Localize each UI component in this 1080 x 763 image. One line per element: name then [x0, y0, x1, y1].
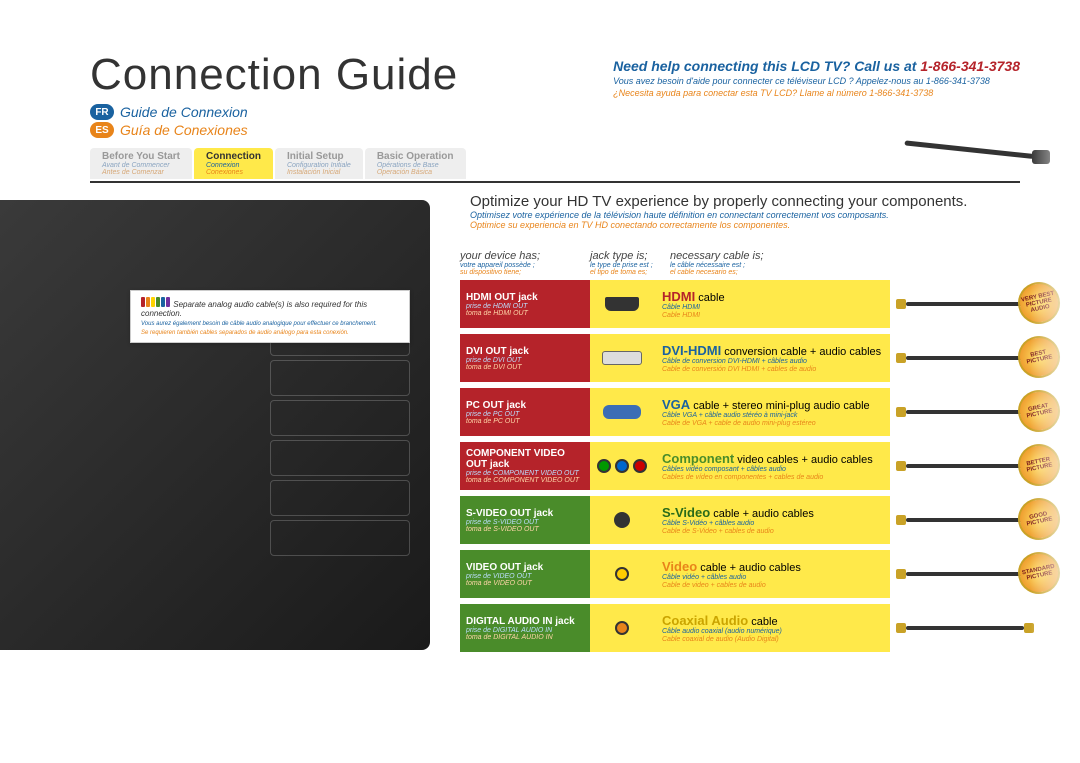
tab-before-you-start[interactable]: Before You StartAvant de CommencerAntes …: [90, 148, 192, 179]
fr-badge: FR: [90, 104, 114, 120]
connection-row: PC OUT jackprise de PC OUTtoma de PC OUT…: [460, 388, 1040, 436]
note-fr: Vous aurez également besoin de câble aud…: [141, 321, 377, 327]
cable-label: DVI-HDMI conversion cable + audio cables…: [654, 334, 890, 382]
connection-grid: your device has; votre appareil possède …: [460, 250, 1040, 658]
cable-label: VGA cable + stereo mini-plug audio cable…: [654, 388, 890, 436]
page-title: Connection Guide: [90, 50, 458, 100]
cable-image: [890, 604, 1040, 652]
divider: [90, 181, 1020, 183]
title-block: Connection Guide FR Guide de Connexion E…: [90, 50, 458, 140]
note-es: Se requieren también cables separados de…: [141, 330, 349, 336]
jack-label: DVI OUT jackprise de DVI OUTtoma de DVI …: [460, 334, 590, 382]
cable-label: S-Video cable + audio cablesCâble S-Vidé…: [654, 496, 890, 544]
jack-icon: [590, 496, 654, 544]
jack-icon: [590, 388, 654, 436]
jack-icon: [590, 604, 654, 652]
tv-illustration: [0, 200, 430, 650]
tab-basic-operation[interactable]: Basic OperationOpérations de BaseOperaci…: [365, 148, 466, 179]
cable-illustration: [890, 130, 1050, 180]
col1-es: su dispositivo tiene;: [460, 269, 590, 276]
col3-en: necessary cable is;: [670, 250, 764, 262]
connection-row: VIDEO OUT jackprise de VIDEO OUTtoma de …: [460, 550, 1040, 598]
col1-fr: votre appareil possède ;: [460, 262, 590, 269]
cable-label: Coaxial Audio cableCâble audio coaxial (…: [654, 604, 890, 652]
tab-initial-setup[interactable]: Initial SetupConfiguration InitialeInsta…: [275, 148, 363, 179]
help-fr: Vous avez besoin d'aide pour connecter c…: [613, 76, 1020, 86]
cable-label: Video cable + audio cablesCâble vidéo + …: [654, 550, 890, 598]
cable-label: Component video cables + audio cablesCâb…: [654, 442, 890, 490]
intro-main: Optimize your HD TV experience by proper…: [470, 193, 1020, 210]
jack-icon: [590, 550, 654, 598]
tabs: Before You StartAvant de CommencerAntes …: [90, 148, 1020, 179]
note-box: Separate analog audio cable(s) is also r…: [130, 290, 410, 343]
jack-label: PC OUT jackprise de PC OUTtoma de PC OUT: [460, 388, 590, 436]
jack-icon: [590, 280, 654, 328]
connection-row: HDMI OUT jackprise de HDMI OUTtoma de HD…: [460, 280, 1040, 328]
jack-icon: [590, 334, 654, 382]
help-es: ¿Necesita ayuda para conectar esta TV LC…: [613, 88, 1020, 98]
tab-connection[interactable]: ConnectionConnexionConexiones: [194, 148, 273, 179]
subtitle-es: Guía de Conexiones: [120, 122, 248, 138]
col1-en: your device has;: [460, 250, 540, 262]
help-block: Need help connecting this LCD TV? Call u…: [613, 58, 1020, 100]
connection-row: DVI OUT jackprise de DVI OUTtoma de DVI …: [460, 334, 1040, 382]
jack-label: DIGITAL AUDIO IN jackprise de DIGITAL AU…: [460, 604, 590, 652]
intro-es: Optimice su experiencia en TV HD conecta…: [470, 220, 1020, 230]
connection-row: COMPONENT VIDEO OUT jackprise de COMPONE…: [460, 442, 1040, 490]
subtitle-fr: Guide de Connexion: [120, 104, 248, 120]
jack-icon: [590, 442, 654, 490]
intro-fr: Optimisez votre expérience de la télévis…: [470, 210, 1020, 220]
col2-fr: le type de prise est ;: [590, 262, 670, 269]
col3-fr: le câble nécessaire est ;: [670, 262, 810, 269]
jack-label: COMPONENT VIDEO OUT jackprise de COMPONE…: [460, 442, 590, 490]
col3-es: el cable necesario es;: [670, 269, 810, 276]
col2-es: el tipo de toma es;: [590, 269, 670, 276]
help-text: Need help connecting this LCD TV? Call u…: [613, 58, 920, 74]
cable-label: HDMI cableCâble HDMICable HDMI: [654, 280, 890, 328]
col2-en: jack type is;: [590, 250, 647, 262]
connection-row: DIGITAL AUDIO IN jackprise de DIGITAL AU…: [460, 604, 1040, 652]
connection-row: S-VIDEO OUT jackprise de S-VIDEO OUTtoma…: [460, 496, 1040, 544]
es-badge: ES: [90, 122, 114, 138]
note-main: Separate analog audio cable(s) is also r…: [141, 300, 367, 318]
jack-label: HDMI OUT jackprise de HDMI OUTtoma de HD…: [460, 280, 590, 328]
help-phone: 1-866-341-3738: [920, 58, 1020, 74]
jack-label: VIDEO OUT jackprise de VIDEO OUTtoma de …: [460, 550, 590, 598]
jack-label: S-VIDEO OUT jackprise de S-VIDEO OUTtoma…: [460, 496, 590, 544]
